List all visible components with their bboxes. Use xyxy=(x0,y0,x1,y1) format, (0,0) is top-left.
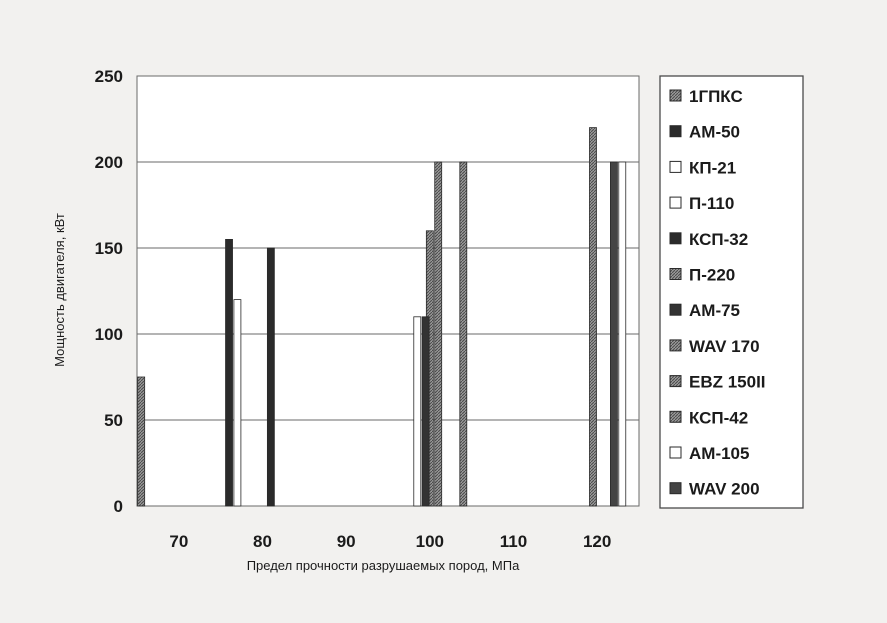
legend-label: 1ГПКС xyxy=(689,87,743,106)
legend-label: П-220 xyxy=(689,266,735,285)
gridlines xyxy=(137,161,639,421)
legend-swatch xyxy=(669,375,682,388)
bar xyxy=(618,161,627,507)
legend-label: АМ-105 xyxy=(689,444,749,463)
x-tick-label: 80 xyxy=(253,532,272,551)
legend-swatch xyxy=(669,268,682,280)
legend-swatch xyxy=(669,196,682,209)
bar xyxy=(589,127,597,507)
legend-swatch xyxy=(669,410,682,423)
bar xyxy=(610,161,618,507)
legend-swatch xyxy=(669,89,682,102)
legend-label: АМ-75 xyxy=(689,301,740,320)
plot-area xyxy=(136,75,640,507)
y-tick-labels: 0 50 100 150 200 250 xyxy=(95,67,123,516)
x-tick-labels: 70 80 90 100 110 120 xyxy=(169,532,611,551)
legend-swatch xyxy=(669,303,682,316)
x-tick-label: 90 xyxy=(337,532,356,551)
bar xyxy=(459,161,468,507)
legend-label: КСП-42 xyxy=(689,408,748,427)
legend-swatch xyxy=(669,232,682,245)
bar xyxy=(233,299,242,507)
legend-label: WAV 200 xyxy=(689,480,760,499)
legend-label: П-110 xyxy=(689,194,734,213)
legend: 1ГПКС АМ-50 КП-21 П-110 КСП-32 П-220 АМ-75 WAV … xyxy=(669,87,766,499)
bar xyxy=(421,316,430,507)
bar xyxy=(266,247,275,507)
x-tick-label: 120 xyxy=(583,532,611,551)
legend-label: EBZ 150II xyxy=(689,373,766,392)
y-tick-label: 200 xyxy=(95,153,123,172)
y-tick-label: 0 xyxy=(114,497,123,516)
legend-swatch xyxy=(669,160,682,173)
legend-label: КП-21 xyxy=(689,158,736,177)
bar xyxy=(434,161,443,507)
y-tick-label: 100 xyxy=(95,325,123,344)
legend-swatch xyxy=(669,339,682,352)
legend-label: АМ-50 xyxy=(689,123,740,142)
y-axis-title: Мощность двигателя, кВт xyxy=(52,213,67,367)
bar xyxy=(225,238,233,507)
x-tick-label: 70 xyxy=(169,532,188,551)
x-tick-label: 110 xyxy=(500,532,527,551)
y-tick-label: 50 xyxy=(104,411,123,430)
x-axis-title: Предел прочности разрушаемых пород, МПа xyxy=(247,558,520,573)
legend-swatch xyxy=(669,125,682,138)
legend-swatch xyxy=(669,446,682,459)
y-tick-label: 150 xyxy=(95,239,123,258)
bar xyxy=(413,316,422,507)
y-tick-label: 250 xyxy=(95,67,123,86)
bars xyxy=(137,127,627,507)
legend-box xyxy=(659,75,804,509)
x-tick-label: 100 xyxy=(416,532,444,551)
legend-label: WAV 170 xyxy=(689,337,760,356)
legend-label: КСП-32 xyxy=(689,230,748,249)
legend-swatch xyxy=(669,482,682,495)
bar xyxy=(137,376,146,507)
